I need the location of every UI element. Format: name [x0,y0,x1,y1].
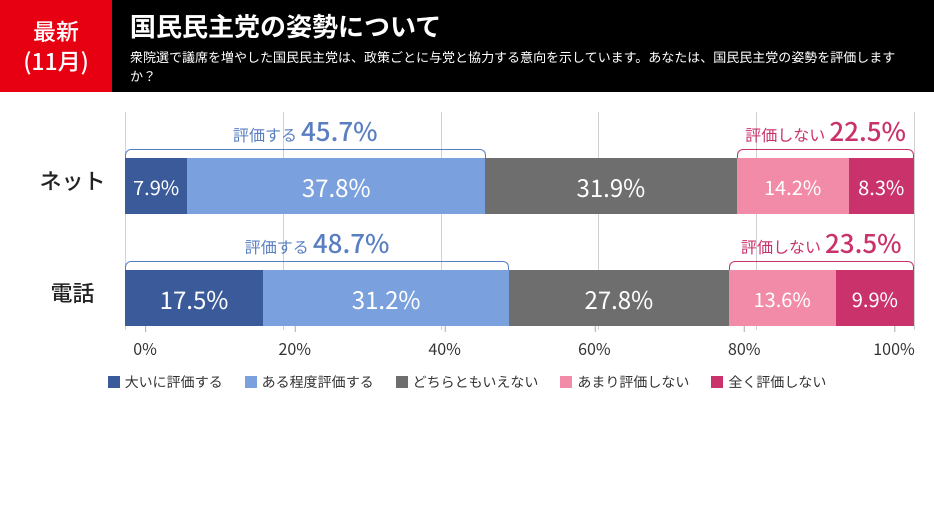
legend: 大いに評価する ある程度評価する どちらともいえない あまり評価しない 全く評価しない [20,372,914,392]
chart-area: ネット評価する45.7% 評価しない22.5% 7.9%37.8%31.9%14.2… [0,92,934,392]
axis-tick: 80% [728,336,761,360]
bar-segment: 7.9% [125,158,187,214]
axis-tick: 20% [279,336,312,360]
axis-tick: 40% [428,336,461,360]
bar-segment: 27.8% [509,270,728,326]
axis-tick: 0% [133,336,157,360]
chart-row: ネット評価する45.7% 評価しない22.5% 7.9%37.8%31.9%14.2… [20,112,914,214]
bracket-neg: 評価しない23.5% [729,224,914,273]
bracket-label: 評価しない23.5% [729,224,914,261]
row-label: ネット [20,164,125,214]
legend-label: どちらともいえない [413,372,539,392]
latest-badge: 最新 (11月) [0,0,112,92]
bracket-neg: 評価しない22.5% [737,112,914,161]
legend-swatch [711,376,723,388]
legend-item: あまり評価しない [560,372,689,392]
legend-swatch [245,376,257,388]
legend-item: 大いに評価する [108,372,223,392]
legend-label: 大いに評価する [125,372,223,392]
axis-tick: 100% [873,336,914,360]
bar-segment: 13.6% [729,270,836,326]
badge-line2: (11月) [23,46,89,76]
legend-swatch [108,376,120,388]
legend-item: 全く評価しない [711,372,826,392]
grid-line [914,112,915,330]
row-body: 評価する45.7% 評価しない22.5% 7.9%37.8%31.9%14.2%8.… [125,112,914,214]
row-label: 電話 [20,276,125,326]
x-axis: 0%20%40%60%80%100% [145,336,894,366]
bar-segment: 9.9% [836,270,914,326]
bar-segment: 37.8% [187,158,485,214]
bracket-label: 評価する48.7% [125,224,509,261]
header: 最新 (11月) 国民民主党の姿勢について 衆院選で議席を増やした国民民主党は、… [0,0,934,92]
legend-label: ある程度評価する [262,372,374,392]
brackets: 評価する45.7% 評価しない22.5% [125,112,914,158]
legend-item: どちらともいえない [396,372,539,392]
badge-line1: 最新 [33,16,79,46]
stacked-bar: 17.5%31.2%27.8%13.6%9.9% [125,270,914,326]
bracket-label: 評価する45.7% [125,112,486,149]
bar-segment: 14.2% [737,158,849,214]
legend-label: あまり評価しない [577,372,689,392]
legend-item: ある程度評価する [245,372,374,392]
brackets: 評価する48.7% 評価しない23.5% [125,224,914,270]
bar-segment: 17.5% [125,270,263,326]
chart-row: 電話評価する48.7% 評価しない23.5% 17.5%31.2%27.8%13.6… [20,224,914,326]
bar-segment: 8.3% [849,158,914,214]
page-title: 国民民主党の姿勢について [130,7,916,44]
page-subtitle: 衆院選で議席を増やした国民民主党は、政策ごとに与党と協力する意向を示しています。… [130,48,916,84]
legend-swatch [396,376,408,388]
bracket-pos: 評価する45.7% [125,112,486,161]
row-body: 評価する48.7% 評価しない23.5% 17.5%31.2%27.8%13.6%9… [125,224,914,326]
legend-swatch [560,376,572,388]
stacked-bar: 7.9%37.8%31.9%14.2%8.3% [125,158,914,214]
bar-segment: 31.2% [263,270,509,326]
bracket-pos: 評価する48.7% [125,224,509,273]
legend-label: 全く評価しない [728,372,826,392]
bracket-label: 評価しない22.5% [737,112,914,149]
title-block: 国民民主党の姿勢について 衆院選で議席を増やした国民民主党は、政策ごとに与党と協… [112,0,934,92]
axis-tick: 60% [578,336,611,360]
bar-segment: 31.9% [485,158,736,214]
